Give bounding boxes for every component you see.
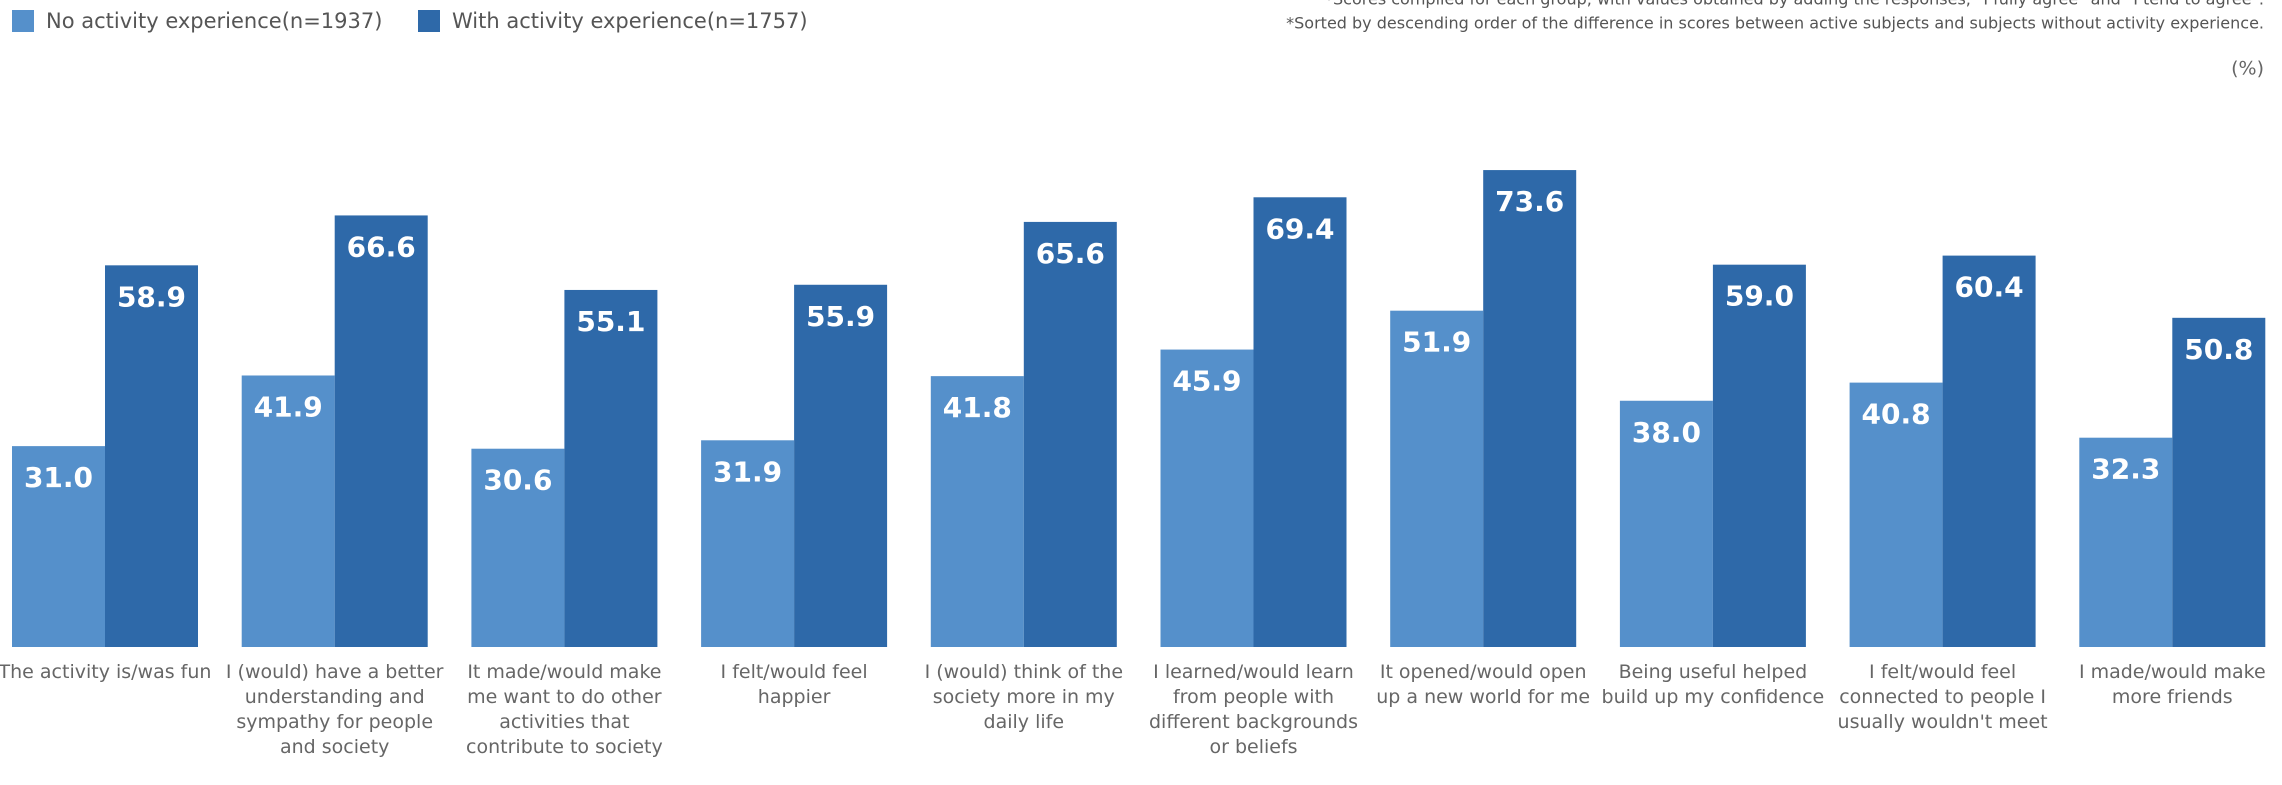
legend-label: No activity experience(n=1937) <box>46 9 382 33</box>
x-tick-label: I made/would make more friends <box>2078 661 2266 708</box>
note: *Sorted by descending order of the diffe… <box>1286 14 2264 33</box>
value-label: 32.3 <box>2091 453 2160 486</box>
value-label: 50.8 <box>2184 333 2253 366</box>
legend-swatch <box>12 10 34 32</box>
bar <box>1160 349 1254 647</box>
legend-swatch <box>418 10 440 32</box>
bar <box>1942 255 2036 647</box>
bar <box>334 215 428 647</box>
x-tick-label: It made/would make me want to do other a… <box>466 661 663 758</box>
x-tick-label: I felt/would feel connected to people I … <box>1837 661 2048 733</box>
value-label: 41.8 <box>943 391 1012 424</box>
value-label: 55.1 <box>576 305 645 338</box>
bar <box>794 284 888 647</box>
bar <box>930 376 1024 647</box>
value-label: 45.9 <box>1172 365 1241 398</box>
note: *Scores compiled for each group, with va… <box>1325 0 2264 9</box>
bar <box>471 448 565 647</box>
bar <box>1849 382 1943 647</box>
bar <box>1023 221 1117 648</box>
bar <box>241 375 335 647</box>
legend-label: With activity experience(n=1757) <box>452 9 808 33</box>
bar <box>1253 197 1347 647</box>
value-label: 41.9 <box>254 390 323 423</box>
bar <box>701 440 795 647</box>
bar <box>564 289 658 647</box>
value-label: 58.9 <box>117 280 186 313</box>
x-tick-label: I felt/would feel happier <box>720 661 868 708</box>
x-tick-label: I (would) have a better understanding an… <box>225 661 444 758</box>
value-label: 73.6 <box>1495 185 1564 218</box>
value-label: 40.8 <box>1862 398 1931 431</box>
unit-label: (%) <box>2231 58 2264 80</box>
value-label: 51.9 <box>1402 326 1471 359</box>
value-label: 69.4 <box>1265 212 1334 245</box>
x-tick-label: I learned/would learn from people with d… <box>1148 661 1358 758</box>
value-label: 55.9 <box>806 300 875 333</box>
bar <box>2172 317 2266 647</box>
x-tick-label: Being useful helped build up my confiden… <box>1601 661 1825 708</box>
bar <box>12 446 105 647</box>
x-tick-label: It opened/would open up a new world for … <box>1376 661 1591 708</box>
value-label: 31.0 <box>24 461 93 494</box>
value-label: 66.6 <box>347 230 416 263</box>
bar <box>105 265 198 647</box>
bar <box>1390 310 1484 647</box>
bar <box>1712 264 1806 647</box>
value-label: 65.6 <box>1036 237 1105 270</box>
value-label: 59.0 <box>1725 280 1794 313</box>
value-label: 38.0 <box>1632 416 1701 449</box>
value-label: 60.4 <box>1955 271 2024 304</box>
value-label: 31.9 <box>713 455 782 488</box>
bar <box>2079 437 2173 647</box>
value-label: 30.6 <box>483 464 552 497</box>
x-tick-label: I (would) think of the society more in m… <box>924 661 1124 733</box>
bar <box>1619 400 1713 647</box>
x-tick-label: The activity is/was fun <box>0 661 212 683</box>
bar <box>1483 170 1577 647</box>
